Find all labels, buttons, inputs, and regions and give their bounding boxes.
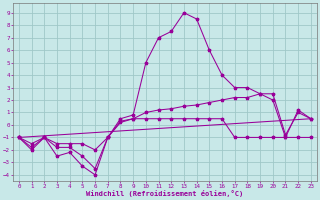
X-axis label: Windchill (Refroidissement éolien,°C): Windchill (Refroidissement éolien,°C) <box>86 190 244 197</box>
